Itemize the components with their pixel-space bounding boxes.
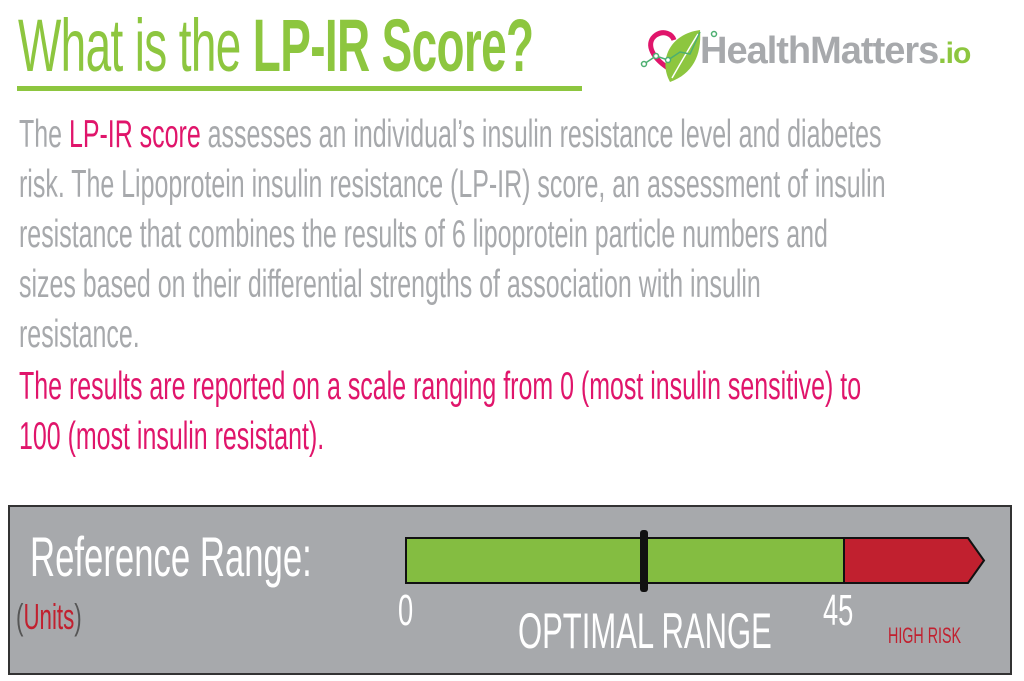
title-prefix: What is the bbox=[18, 4, 253, 87]
units-label: (Units) bbox=[16, 597, 82, 637]
description-line: risk. The Lipoprotein insulin resistance… bbox=[19, 163, 886, 206]
description-line: sizes based on their differential streng… bbox=[19, 263, 761, 306]
scale-note-line: The results are reported on a scale rang… bbox=[19, 365, 862, 408]
range-min-label: 0 bbox=[398, 586, 414, 635]
page-title: What is the LP-IR Score? bbox=[18, 4, 534, 87]
range-threshold-label: 45 bbox=[823, 586, 854, 635]
paren: ( bbox=[16, 596, 24, 637]
scale-note-line: 100 (most insulin resistant). bbox=[19, 415, 325, 458]
description-line: The LP-IR score assesses an individual’s… bbox=[19, 110, 882, 160]
reference-range-panel bbox=[8, 505, 1012, 675]
range-bar bbox=[405, 530, 986, 592]
description-line: resistance. bbox=[19, 313, 140, 356]
units-text: Units bbox=[23, 596, 75, 637]
paren: ) bbox=[74, 596, 82, 637]
optimal-range-label: OPTIMAL RANGE bbox=[518, 603, 772, 659]
description-line: resistance that combines the results of … bbox=[19, 213, 828, 256]
brand-tld: .io bbox=[938, 37, 971, 70]
text: The bbox=[19, 113, 69, 156]
brand-main: HealthMatters bbox=[700, 30, 939, 72]
marker-icon bbox=[640, 530, 648, 592]
brand-name: HealthMatters.io bbox=[700, 30, 971, 73]
text: assesses an individual’s insulin resista… bbox=[200, 113, 882, 156]
highlight-term: LP-IR score bbox=[68, 113, 201, 156]
high-risk-segment bbox=[843, 537, 986, 584]
high-risk-label: HIGH RISK bbox=[888, 623, 962, 648]
heart-leaf-logo-icon bbox=[640, 30, 718, 82]
title-emphasis: LP-IR Score? bbox=[252, 4, 534, 87]
reference-range-label: Reference Range: bbox=[30, 525, 312, 588]
optimal-segment bbox=[405, 537, 845, 584]
title-underline bbox=[17, 86, 582, 91]
